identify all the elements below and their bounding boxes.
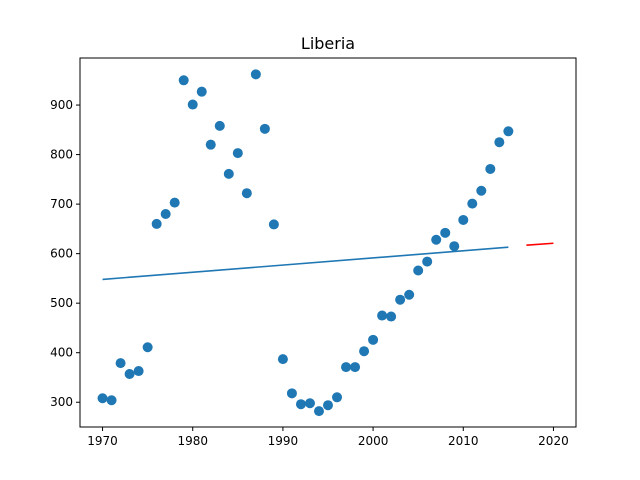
data-point <box>494 137 505 148</box>
y-tick-label: 600 <box>50 247 73 261</box>
data-point <box>485 163 496 174</box>
data-point <box>458 214 469 225</box>
data-point <box>196 86 207 97</box>
data-point <box>232 148 243 159</box>
data-point <box>133 366 144 377</box>
x-tick-label: 2000 <box>358 434 389 448</box>
x-tick-label: 1970 <box>87 434 118 448</box>
x-tick-label: 1980 <box>177 434 208 448</box>
data-point <box>115 358 126 369</box>
data-point <box>386 311 397 322</box>
data-point <box>106 395 117 406</box>
data-point <box>223 168 234 179</box>
data-point <box>97 393 108 404</box>
data-point <box>341 362 352 373</box>
data-point <box>268 219 279 230</box>
data-point <box>503 126 514 137</box>
plot-area <box>97 69 554 417</box>
y-tick-label: 300 <box>50 395 73 409</box>
data-point <box>214 120 225 131</box>
data-point <box>178 75 189 86</box>
data-point <box>241 188 252 199</box>
trend-line <box>102 246 509 281</box>
y-tick-label: 400 <box>50 346 73 360</box>
data-point <box>259 123 270 134</box>
data-point <box>187 99 198 110</box>
data-point <box>359 346 370 357</box>
data-point <box>476 185 487 196</box>
x-tick-label: 2010 <box>448 434 479 448</box>
data-point <box>332 392 343 403</box>
data-point <box>431 234 442 245</box>
y-tick-label: 500 <box>50 296 73 310</box>
data-point <box>313 406 324 417</box>
data-point <box>250 69 261 80</box>
data-point <box>350 362 361 373</box>
axes-frame <box>79 57 577 428</box>
data-point <box>160 209 171 220</box>
data-point <box>323 400 333 411</box>
data-point <box>142 342 153 353</box>
data-point <box>404 289 415 300</box>
axes: 1970 1980 1990 2000 2010 2020 300 400 500 600 700 8… <box>50 98 569 448</box>
data-point <box>395 294 406 305</box>
data-point <box>377 310 388 321</box>
data-point <box>169 197 180 208</box>
data-point <box>422 256 433 267</box>
x-tick-label: 1990 <box>268 434 299 448</box>
data-point <box>124 369 135 380</box>
y-tick-label: 700 <box>50 197 73 211</box>
x-tick-label: 2020 <box>538 434 569 448</box>
chart-title: Liberia <box>301 34 355 53</box>
data-point <box>277 354 288 365</box>
data-point <box>304 398 315 409</box>
y-tick-label: 800 <box>50 148 73 162</box>
data-point <box>205 139 216 150</box>
y-tick-label: 900 <box>50 98 73 112</box>
data-point <box>295 399 306 410</box>
data-point <box>449 241 460 252</box>
data-point <box>413 265 424 276</box>
data-point <box>286 388 297 399</box>
data-point <box>467 198 478 209</box>
data-point <box>440 227 451 238</box>
data-point <box>151 218 162 229</box>
forecast-line <box>526 242 554 247</box>
data-point <box>368 334 379 345</box>
